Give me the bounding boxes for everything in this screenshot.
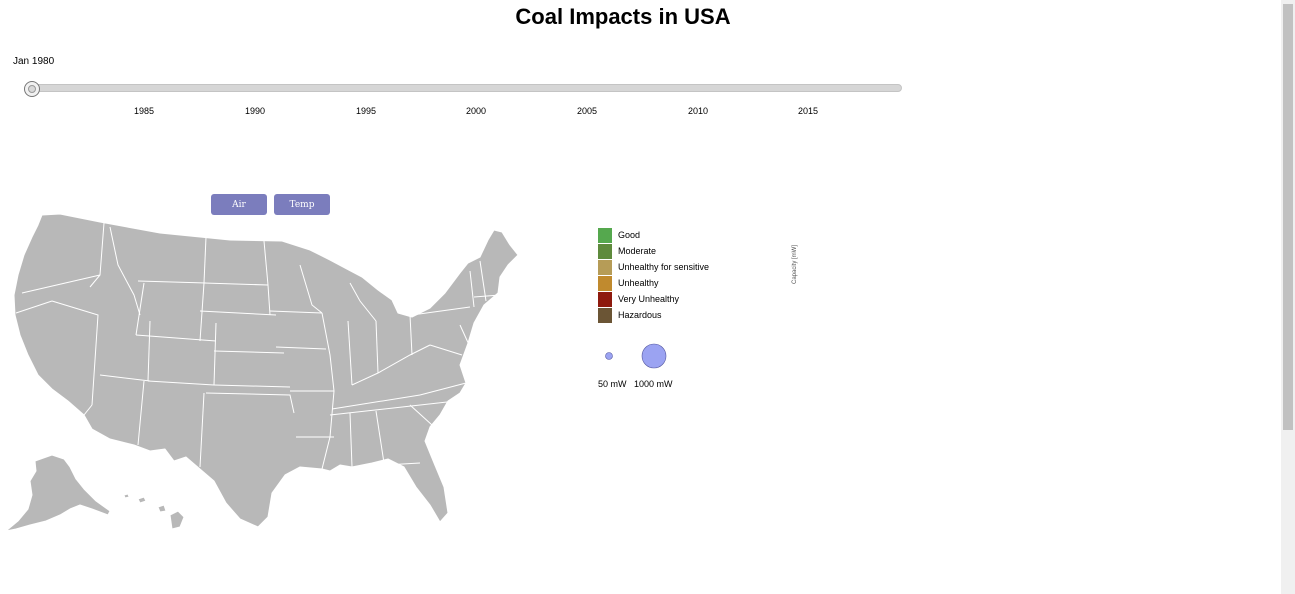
border-nj — [459, 324, 471, 348]
border-ma — [473, 294, 501, 298]
legend-label-unhealthy: Unhealthy — [618, 278, 659, 288]
border-ks-ok — [213, 384, 291, 388]
border-wy-west — [135, 282, 145, 336]
border-il-in — [347, 320, 353, 386]
size-label-large: 1000 mW — [634, 379, 673, 389]
border-wy-east — [199, 282, 205, 342]
air-button[interactable]: Air — [211, 194, 267, 215]
slider-tick-1985: 1985 — [133, 106, 155, 116]
size-label-small: 50 mW — [598, 379, 627, 389]
border-wy-co — [135, 334, 217, 342]
capacity-size-legend — [605, 343, 667, 369]
border-ms-al — [349, 412, 353, 468]
border-tn-south — [329, 400, 457, 416]
page-title: Coal Impacts in USA — [515, 4, 731, 29]
scrollbar-thumb[interactable] — [1283, 4, 1293, 430]
border-ut-az — [99, 374, 151, 382]
border-nm-tx — [199, 392, 205, 468]
border-co-ks — [213, 322, 217, 386]
legend-label-hazardous: Hazardous — [618, 310, 662, 320]
border-ia-mo — [275, 346, 327, 350]
hawaii-big-island — [169, 510, 185, 530]
border-sc — [409, 404, 433, 426]
temp-button[interactable]: Temp — [274, 194, 330, 215]
border-mn-ia — [269, 310, 323, 314]
size-circle-large — [641, 343, 667, 369]
contiguous-usa — [13, 213, 519, 528]
border-co-nm — [147, 380, 215, 386]
slider-tick-1990: 1990 — [244, 106, 266, 116]
legend-swatch-unhealthy — [598, 276, 612, 291]
hawaii-kauai — [123, 493, 130, 499]
legend-label-very-unhealthy: Very Unhealthy — [618, 294, 680, 304]
border-ga-fl — [351, 462, 421, 468]
time-slider-track[interactable] — [26, 84, 902, 92]
hawaii-maui — [157, 504, 167, 513]
vertical-scrollbar[interactable] — [1281, 0, 1295, 594]
alaska — [5, 454, 111, 532]
border-nd-sd — [203, 282, 269, 286]
border-mi-lake — [349, 282, 377, 322]
border-id-mt — [109, 226, 141, 316]
legend-swatch-unhealthy-sensitive — [598, 260, 612, 275]
slider-date-label: Jan 1980 — [13, 56, 55, 67]
border-vt-nh — [479, 260, 487, 302]
slider-tick-2000: 2000 — [465, 106, 487, 116]
border-or-ca — [15, 300, 53, 314]
border-ohio-river — [351, 344, 431, 386]
border-va-nc — [419, 382, 467, 396]
border-sd-ne — [199, 310, 277, 316]
legend-swatch-good — [598, 228, 612, 243]
slider-tick-2015: 2015 — [797, 106, 819, 116]
capacity-axis-label: Capacity [mW] — [792, 244, 798, 284]
hawaii-oahu — [137, 496, 147, 504]
legend-swatch-very-unhealthy — [598, 292, 612, 307]
border-in-oh — [375, 320, 379, 374]
legend-swatch-hazardous — [598, 308, 612, 323]
border-ca-az — [83, 404, 93, 416]
border-nevada — [51, 300, 99, 406]
slider-tick-1995: 1995 — [355, 106, 377, 116]
border-az-nm — [137, 380, 145, 446]
border-al-ga — [375, 410, 385, 464]
border-mt-nd — [203, 236, 207, 284]
border-mt-wy — [137, 280, 207, 284]
border-ny-pa — [411, 306, 471, 316]
legend-label-good: Good — [618, 230, 641, 240]
legend-swatch-moderate — [598, 244, 612, 259]
size-circle-small — [605, 352, 613, 360]
legend-label-unhealthy-sensitive: Unhealthy for sensitive — [618, 262, 710, 272]
border-ny-ne — [469, 270, 475, 308]
border-wa-or — [21, 274, 101, 294]
us-map[interactable] — [0, 205, 530, 535]
slider-tick-2005: 2005 — [576, 106, 598, 116]
border-ky-tn — [331, 394, 421, 410]
slider-handle-grip — [28, 85, 36, 93]
border-mississippi — [321, 312, 335, 470]
border-ut-co — [147, 320, 151, 382]
slider-tick-2010: 2010 — [687, 106, 709, 116]
border-ne-ks — [213, 350, 285, 354]
border-wi — [299, 264, 323, 314]
border-ok-tx — [205, 392, 295, 414]
border-oh-pa — [409, 314, 413, 356]
border-md-va — [429, 344, 463, 356]
time-slider-handle[interactable] — [24, 81, 40, 97]
legend-label-moderate: Moderate — [618, 246, 657, 256]
